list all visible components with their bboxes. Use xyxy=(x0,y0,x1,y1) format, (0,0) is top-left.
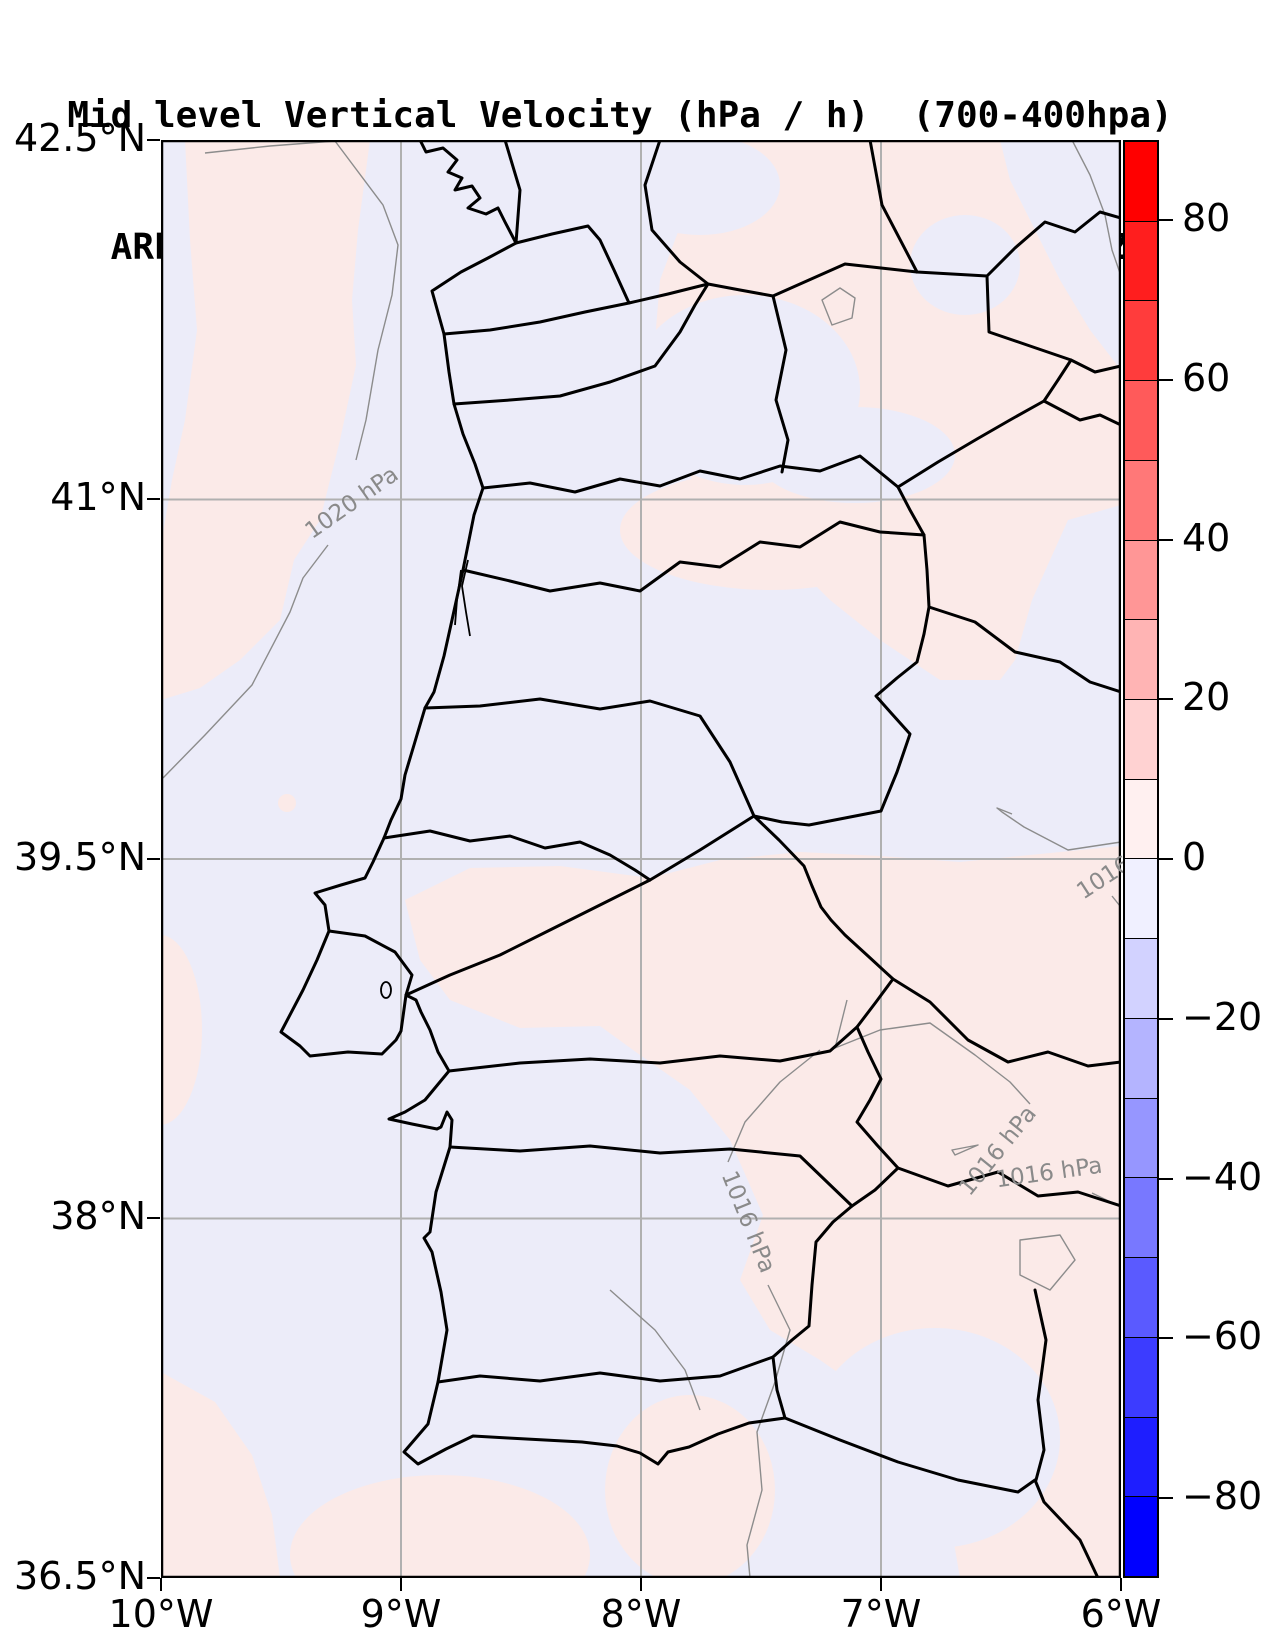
colorbar-label-80: 80 xyxy=(1182,196,1231,241)
colorbar-segment xyxy=(1125,1337,1157,1418)
colorbar-tick-mark xyxy=(1159,698,1173,700)
colorbar-tick-mark xyxy=(1159,539,1173,541)
colorbar-segment xyxy=(1125,142,1157,222)
colorbar-tick-mark xyxy=(1159,1337,1173,1339)
colorbar-tick-mark xyxy=(1159,1018,1173,1020)
lon-label-6w: 6°W xyxy=(1080,1592,1162,1636)
colorbar-segment xyxy=(1125,859,1157,940)
lat-tick-mark xyxy=(147,139,160,141)
lon-label-10w: 10°W xyxy=(108,1592,214,1636)
coastal-details xyxy=(380,559,471,999)
colorbar-label-20: 20 xyxy=(1182,675,1231,720)
colorbar-label-m20: −20 xyxy=(1182,995,1263,1040)
colorbar-label-60: 60 xyxy=(1182,356,1231,401)
colorbar-tick-mark xyxy=(1159,219,1173,221)
map-area xyxy=(161,140,1121,1578)
coastline-and-boundaries xyxy=(279,140,1121,1578)
colorbar-segment xyxy=(1125,1497,1157,1576)
graticule-gridlines xyxy=(161,140,1121,1578)
colorbar-tick-mark xyxy=(1159,858,1173,860)
colorbar xyxy=(1123,140,1159,1578)
lat-label-38n: 38°N xyxy=(50,1194,146,1239)
lat-tick-mark xyxy=(147,1217,160,1219)
lat-label-36-5n: 36.5°N xyxy=(13,1554,146,1599)
colorbar-segment xyxy=(1125,301,1157,382)
colorbar-segment xyxy=(1125,1018,1157,1099)
map-canvas xyxy=(161,140,1121,1578)
colorbar-segment xyxy=(1125,540,1157,621)
colorbar-tick-mark xyxy=(1159,379,1173,381)
colorbar-segment xyxy=(1125,381,1157,461)
isobar-contours xyxy=(162,140,1121,1578)
lat-tick-mark xyxy=(147,1577,160,1579)
lat-label-41n: 41°N xyxy=(50,475,146,520)
lon-tick-mark xyxy=(400,1578,402,1591)
lat-tick-mark xyxy=(147,498,160,500)
lon-tick-mark xyxy=(640,1578,642,1591)
lon-tick-mark xyxy=(1120,1578,1122,1591)
lat-label-42-5n: 42.5°N xyxy=(13,116,146,161)
lon-tick-mark xyxy=(880,1578,882,1591)
map-border xyxy=(161,140,1121,1578)
colorbar-segment xyxy=(1125,1178,1157,1259)
colorbar-label-m60: −60 xyxy=(1182,1314,1263,1359)
colorbar-label-0: 0 xyxy=(1182,835,1207,880)
lon-label-8w: 8°W xyxy=(600,1592,682,1636)
colorbar-tick-mark xyxy=(1159,1178,1173,1180)
colorbar-label-m40: −40 xyxy=(1182,1155,1263,1200)
map-negative-pockets xyxy=(620,140,1060,1548)
colorbar-segment xyxy=(1125,221,1157,302)
lon-label-9w: 9°W xyxy=(360,1592,442,1636)
colorbar-segment xyxy=(1125,700,1157,780)
colorbar-segment xyxy=(1125,1098,1157,1179)
colorbar-tick-mark xyxy=(1159,1497,1173,1499)
page-title: Mid level Vertical Velocity (hPa / h) (7… xyxy=(67,95,1173,136)
colorbar-segment xyxy=(1125,620,1157,701)
colorbar-segment xyxy=(1125,939,1157,1019)
colorbar-segment xyxy=(1125,460,1157,541)
lon-tick-mark xyxy=(160,1578,162,1591)
lat-label-39-5n: 39.5°N xyxy=(13,835,146,880)
colorbar-segment xyxy=(1125,1417,1157,1498)
colorbar-label-m80: −80 xyxy=(1182,1474,1263,1519)
colorbar-label-40: 40 xyxy=(1182,516,1231,561)
colorbar-segment xyxy=(1125,1258,1157,1338)
lat-tick-mark xyxy=(147,858,160,860)
lon-label-7w: 7°W xyxy=(840,1592,922,1636)
colorbar-segment xyxy=(1125,779,1157,860)
